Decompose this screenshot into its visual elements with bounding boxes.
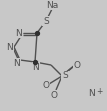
- Text: N: N: [33, 62, 39, 71]
- Text: S: S: [62, 71, 68, 80]
- Text: N: N: [7, 43, 13, 52]
- Text: O: O: [74, 61, 80, 70]
- Text: +: +: [96, 87, 102, 96]
- Text: N: N: [14, 58, 20, 67]
- Text: Na: Na: [46, 1, 58, 10]
- Text: S: S: [43, 17, 49, 26]
- Text: O: O: [51, 90, 57, 99]
- Text: Na: Na: [88, 89, 100, 98]
- Text: O: O: [42, 81, 50, 90]
- Text: N: N: [16, 29, 22, 38]
